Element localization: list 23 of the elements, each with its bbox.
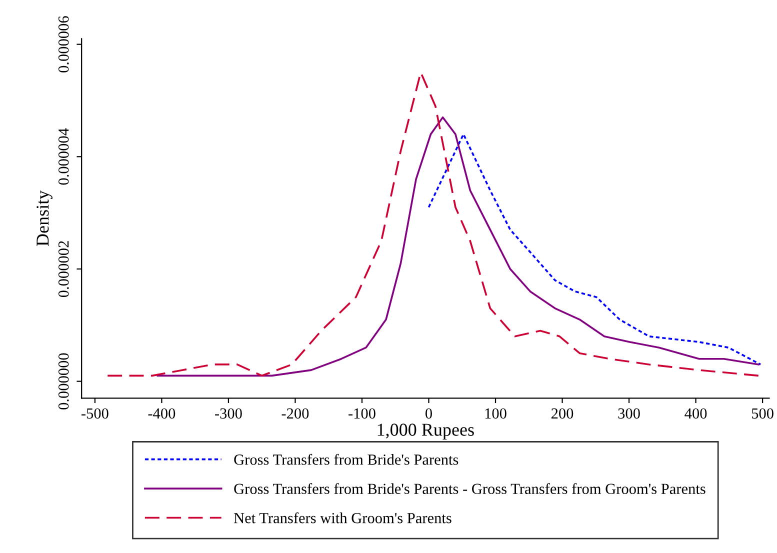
x-tick-label: 100 (485, 408, 506, 419)
x-tick-label: -300 (215, 408, 242, 419)
x-tick-label: -100 (348, 408, 376, 419)
y-axis-title: Density (36, 190, 52, 246)
x-tick-label: -200 (282, 408, 309, 419)
x-tick-label: 500 (752, 408, 774, 419)
y-tick-label: 0.000002 (58, 241, 69, 298)
x-tick-label: -500 (82, 408, 108, 419)
x-axis-title: 1,000 Rupees (378, 424, 474, 440)
x-tick-label: 400 (684, 408, 707, 419)
y-tick-label: 0.000006 (58, 16, 69, 72)
legend-label: Gross Transfers from Bride's Parents - Gross Transfers from Groom's Parents (234, 483, 706, 494)
y-tick-label: 0.000004 (58, 128, 69, 185)
x-tick-label: 0 (426, 408, 432, 419)
x-tick-label: -400 (148, 408, 176, 419)
y-tick-label: 0.000000 (58, 353, 69, 410)
x-tick-label: 200 (551, 408, 574, 419)
x-tick-label: 300 (618, 408, 640, 419)
legend-label: Net Transfers with Groom's Parents (234, 512, 452, 524)
legend-label: Gross Transfers from Bride's Parents (234, 454, 458, 465)
line-series (156, 116, 760, 377)
line-series (106, 72, 760, 377)
line-series (428, 133, 762, 366)
